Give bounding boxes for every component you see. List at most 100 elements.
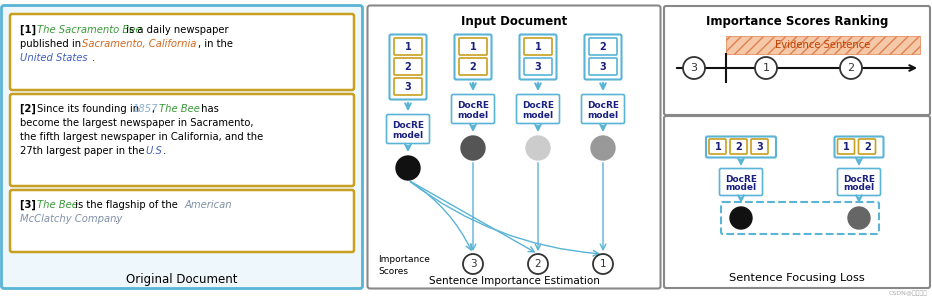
Text: 3: 3: [691, 63, 697, 73]
FancyBboxPatch shape: [582, 94, 624, 124]
FancyBboxPatch shape: [584, 34, 622, 80]
FancyBboxPatch shape: [459, 38, 487, 55]
Text: model: model: [458, 110, 488, 119]
FancyBboxPatch shape: [751, 139, 768, 154]
FancyBboxPatch shape: [664, 116, 930, 288]
Text: DocRE: DocRE: [587, 100, 619, 109]
Text: Input Document: Input Document: [461, 16, 568, 28]
Circle shape: [848, 207, 870, 229]
Text: 2: 2: [599, 41, 607, 52]
Text: .: .: [92, 53, 95, 63]
Text: Importance Scores Ranking: Importance Scores Ranking: [706, 16, 888, 28]
Text: has: has: [198, 104, 219, 114]
Text: DocRE: DocRE: [843, 175, 875, 184]
Text: CSDN@不脸不改: CSDN@不脸不改: [889, 290, 928, 296]
Text: the fifth largest newspaper in California, and the: the fifth largest newspaper in Californi…: [20, 132, 263, 142]
FancyBboxPatch shape: [10, 94, 354, 186]
FancyBboxPatch shape: [720, 169, 762, 196]
FancyBboxPatch shape: [858, 139, 875, 154]
FancyBboxPatch shape: [589, 38, 617, 55]
Text: 3: 3: [535, 61, 541, 71]
Text: become the largest newspaper in Sacramento,: become the largest newspaper in Sacramen…: [20, 118, 254, 128]
Circle shape: [755, 57, 777, 79]
Text: 1: 1: [715, 142, 721, 152]
Text: Sentence Focusing Loss: Sentence Focusing Loss: [729, 273, 865, 283]
Text: DocRE: DocRE: [457, 100, 489, 109]
FancyBboxPatch shape: [838, 169, 881, 196]
Text: 1: 1: [535, 41, 541, 52]
Text: McClatchy Company: McClatchy Company: [20, 214, 122, 224]
Circle shape: [528, 254, 548, 274]
Text: 2: 2: [864, 142, 870, 152]
Circle shape: [683, 57, 705, 79]
Circle shape: [526, 136, 550, 160]
Text: Sentence Importance Estimation: Sentence Importance Estimation: [429, 276, 599, 286]
Text: 3: 3: [599, 61, 607, 71]
FancyBboxPatch shape: [706, 136, 776, 158]
Text: model: model: [843, 182, 874, 191]
Text: 1: 1: [762, 63, 770, 73]
Text: The Bee: The Bee: [37, 200, 78, 210]
FancyBboxPatch shape: [524, 58, 552, 75]
FancyBboxPatch shape: [838, 139, 855, 154]
FancyBboxPatch shape: [730, 139, 747, 154]
Text: 1: 1: [470, 41, 476, 52]
Text: 1: 1: [843, 142, 850, 152]
FancyBboxPatch shape: [390, 34, 427, 100]
Text: DocRE: DocRE: [725, 175, 757, 184]
Text: ,: ,: [152, 104, 158, 114]
FancyBboxPatch shape: [455, 34, 491, 80]
Circle shape: [463, 254, 483, 274]
FancyBboxPatch shape: [834, 136, 884, 158]
Text: U.S: U.S: [145, 146, 162, 156]
Circle shape: [461, 136, 485, 160]
Text: is a daily newspaper: is a daily newspaper: [123, 25, 228, 35]
Text: is the flagship of the: is the flagship of the: [72, 200, 181, 210]
FancyBboxPatch shape: [589, 58, 617, 75]
Text: The Bee: The Bee: [159, 104, 199, 114]
Text: 1857: 1857: [133, 104, 158, 114]
Text: 2: 2: [404, 61, 411, 71]
Text: model: model: [523, 110, 554, 119]
FancyBboxPatch shape: [459, 58, 487, 75]
FancyBboxPatch shape: [709, 139, 726, 154]
Text: 27th largest paper in the: 27th largest paper in the: [20, 146, 148, 156]
Text: 2: 2: [735, 142, 743, 152]
FancyBboxPatch shape: [2, 5, 363, 289]
FancyBboxPatch shape: [394, 58, 422, 75]
FancyBboxPatch shape: [10, 190, 354, 252]
Text: 1: 1: [404, 41, 411, 52]
Text: Original Document: Original Document: [126, 274, 238, 286]
Text: 3: 3: [470, 259, 476, 269]
FancyBboxPatch shape: [516, 94, 559, 124]
FancyBboxPatch shape: [664, 6, 930, 115]
Text: [1]: [1]: [20, 25, 40, 35]
Text: United States: United States: [20, 53, 88, 63]
FancyBboxPatch shape: [519, 34, 556, 80]
Circle shape: [730, 207, 752, 229]
Text: model: model: [392, 130, 423, 140]
Text: The Sacramento Bee: The Sacramento Bee: [37, 25, 142, 35]
FancyBboxPatch shape: [524, 38, 552, 55]
FancyBboxPatch shape: [367, 5, 661, 289]
Text: Sacramento, California: Sacramento, California: [82, 39, 197, 49]
FancyBboxPatch shape: [387, 115, 430, 143]
Text: 2: 2: [535, 259, 541, 269]
Text: 3: 3: [404, 82, 411, 92]
Text: published in: published in: [20, 39, 84, 49]
Text: 2: 2: [470, 61, 476, 71]
FancyBboxPatch shape: [451, 94, 495, 124]
Text: , in the: , in the: [198, 39, 233, 49]
Text: model: model: [587, 110, 619, 119]
Text: [3]: [3]: [20, 200, 39, 210]
Text: DocRE: DocRE: [522, 100, 554, 109]
Text: 3: 3: [757, 142, 763, 152]
Circle shape: [593, 254, 613, 274]
Text: 2: 2: [847, 63, 855, 73]
Text: Since its founding in: Since its founding in: [37, 104, 143, 114]
Circle shape: [591, 136, 615, 160]
FancyBboxPatch shape: [10, 14, 354, 90]
FancyBboxPatch shape: [394, 78, 422, 95]
Circle shape: [396, 156, 420, 180]
Text: Scores: Scores: [378, 268, 408, 277]
